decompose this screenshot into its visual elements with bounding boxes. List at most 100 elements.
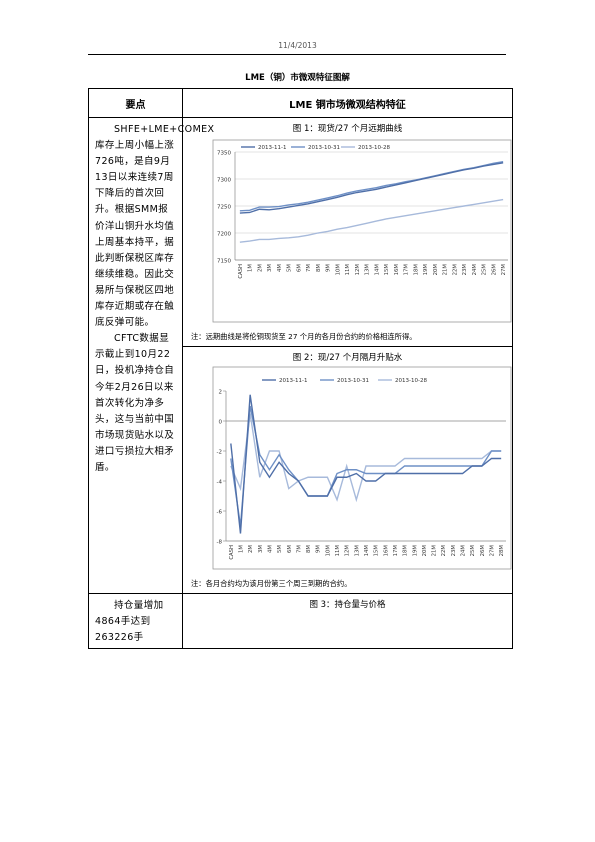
x-tick-label: 28M [499, 545, 505, 557]
series-line [230, 405, 502, 527]
legend-label: 2013-10-31 [308, 145, 340, 151]
x-tick-label: 12M [355, 264, 361, 276]
x-tick-label: 8M [306, 545, 312, 553]
figure2-caption: 图 2：现/27 个月隔月升贴水 [292, 353, 403, 363]
figure3-cell: 图 3：持仓量与价格 [182, 592, 513, 650]
x-tick-label: 7M [296, 545, 302, 553]
y-tick-label: 7350 [217, 151, 231, 157]
series-line [239, 161, 504, 212]
x-tick-label: 25M [482, 264, 488, 276]
x-tick-label: 26M [480, 545, 486, 557]
x-tick-label: 19M [423, 264, 429, 276]
x-tick-label: 11M [345, 264, 351, 276]
chart-frame [212, 139, 512, 323]
x-tick-label: 2M [257, 264, 263, 272]
series-line [230, 394, 502, 534]
table-header-row: 要点 LME 铜市场微观结构特征 [88, 88, 513, 118]
x-tick-label: 24M [461, 545, 467, 557]
x-tick-label: 14M [374, 264, 380, 276]
legend-label: 2013-10-31 [337, 378, 369, 384]
x-tick-label: 9M [326, 264, 332, 272]
x-tick-label: 5M [287, 264, 293, 272]
x-tick-label: 15M [374, 545, 380, 557]
x-tick-label: 4M [277, 264, 283, 272]
x-tick-label: 13M [354, 545, 360, 557]
y-tick-label: -2 [217, 450, 222, 456]
x-tick-label: 22M [441, 545, 447, 557]
y-tick-label: -6 [217, 510, 223, 516]
col1-header: 要点 [88, 88, 183, 118]
x-tick-label: 3M [267, 264, 273, 272]
x-tick-label: 8M [316, 264, 322, 272]
x-tick-label: 22M [452, 264, 458, 276]
series-line [239, 162, 504, 214]
x-tick-label: 16M [394, 264, 400, 276]
x-tick-label: 18M [403, 545, 409, 557]
y-tick-label: 7200 [217, 232, 231, 238]
x-tick-label: 6M [296, 264, 302, 272]
y-tick-label: 7300 [217, 178, 231, 184]
x-tick-label: 20M [422, 545, 428, 557]
chart-frame [212, 366, 512, 570]
x-tick-label: 1M [248, 264, 254, 272]
open-interest-cell: 持仓量增加4864手达到263226手 [88, 592, 183, 650]
legend-label: 2013-10-28 [358, 145, 390, 151]
y-tick-label: 0 [219, 420, 223, 426]
forward-curve-chart: 7150 7200 7250 7300 7350 CASH 1M 2M 3M 4M 5M 6M 7M 8M… [212, 139, 512, 323]
table-row: 图 2：现/27 个月隔月升贴水 -8 -6 -4 -2 0 2 CASH 1M 2M 3M 4M 5… [89, 346, 513, 594]
x-tick-label: 15M [384, 264, 390, 276]
document-title: LME（铜）市微观特征图解 [245, 73, 350, 83]
figure2-chart: -8 -6 -4 -2 0 2 CASH 1M 2M 3M 4M 5M 6M 7M 8M 9M 10M 11M 12… [183, 363, 512, 575]
summary-text: SHFE+LME+COMEX库存上周小幅上涨726吨，是自9月13日以来连续7周… [89, 118, 215, 478]
y-tick-label: -4 [217, 480, 223, 486]
x-tick-label: 4M [267, 545, 273, 553]
figure1-chart: 7150 7200 7250 7300 7350 CASH 1M 2M 3M 4M 5M 6M 7M 8M… [183, 134, 512, 328]
x-tick-label: 13M [365, 264, 371, 276]
summary-cell: SHFE+LME+COMEX库存上周小幅上涨726吨，是自9月13日以来连续7周… [88, 117, 215, 594]
x-tick-label: 23M [451, 545, 457, 557]
summary-paragraph-1: SHFE+LME+COMEX库存上周小幅上涨726吨，是自9月13日以来连续7周… [95, 124, 215, 329]
series-line [230, 413, 502, 503]
figure2-cell: 图 2：现/27 个月隔月升贴水 -8 -6 -4 -2 0 2 CASH 1M 2M 3M 4M 5… [182, 346, 513, 594]
x-tick-label: 16M [383, 545, 389, 557]
spread-chart: -8 -6 -4 -2 0 2 CASH 1M 2M 3M 4M 5M 6M 7M 8M 9M 10M 11M 12… [212, 366, 512, 570]
figure1-caption: 图 1：现货/27 个月远期曲线 [292, 124, 403, 134]
x-tick-label: CASH [229, 545, 235, 560]
legend-label: 2013-11-1 [279, 378, 307, 384]
y-tick-label: 2 [219, 390, 223, 396]
figure1-cell: 图 1：现货/27 个月远期曲线 7150 7200 7250 7300 7350 CAS… [182, 117, 513, 347]
header-date: 11/4/2013 [278, 41, 317, 50]
x-tick-label: 14M [364, 545, 370, 557]
open-interest-paragraph: 持仓量增加4864手达到263226手 [95, 600, 164, 644]
x-tick-label: 17M [404, 264, 410, 276]
x-tick-label: 24M [472, 264, 478, 276]
x-tick-label: 5M [277, 545, 283, 553]
x-tick-label: 19M [412, 545, 418, 557]
legend-label: 2013-10-28 [395, 378, 427, 384]
y-tick-label: -8 [217, 540, 223, 546]
x-tick-label: 6M [287, 545, 293, 553]
x-tick-label: 10M [335, 264, 341, 276]
x-tick-label: 10M [325, 545, 331, 557]
y-tick-label: 7150 [217, 259, 231, 265]
table-row: SHFE+LME+COMEX库存上周小幅上涨726吨，是自9月13日以来连续7周… [88, 117, 513, 594]
content-table: 要点 LME 铜市场微观结构特征 SHFE+LME+COMEX库存上周小幅上涨7… [88, 88, 513, 650]
x-tick-label: 25M [470, 545, 476, 557]
x-tick-label: 23M [462, 264, 468, 276]
summary-paragraph-2: CFTC数据显示截止到10月22日，投机净持仓自今年2月26日以来首次转化为净多… [95, 333, 175, 473]
x-tick-label: 20M [433, 264, 439, 276]
figure1-note: 注：远期曲线是将伦铜现货至 27 个月的各月份合约的价格相连所得。 [191, 332, 417, 341]
x-tick-label: 21M [432, 545, 438, 557]
x-tick-label: 21M [443, 264, 449, 276]
x-tick-label: 1M [238, 545, 244, 553]
x-tick-label: 26M [491, 264, 497, 276]
x-tick-label: 27M [490, 545, 496, 557]
x-tick-label: 3M [258, 545, 264, 553]
x-tick-label: 18M [413, 264, 419, 276]
x-tick-label: 7M [306, 264, 312, 272]
y-tick-label: 7250 [217, 205, 231, 211]
col2-header: LME 铜市场微观结构特征 [182, 88, 513, 118]
table-row: 持仓量增加4864手达到263226手 图 3：持仓量与价格 [88, 592, 513, 650]
legend-label: 2013-11-1 [258, 145, 286, 151]
figure2-note: 注：各月合约均为该月份第三个周三到期的合约。 [191, 579, 352, 588]
